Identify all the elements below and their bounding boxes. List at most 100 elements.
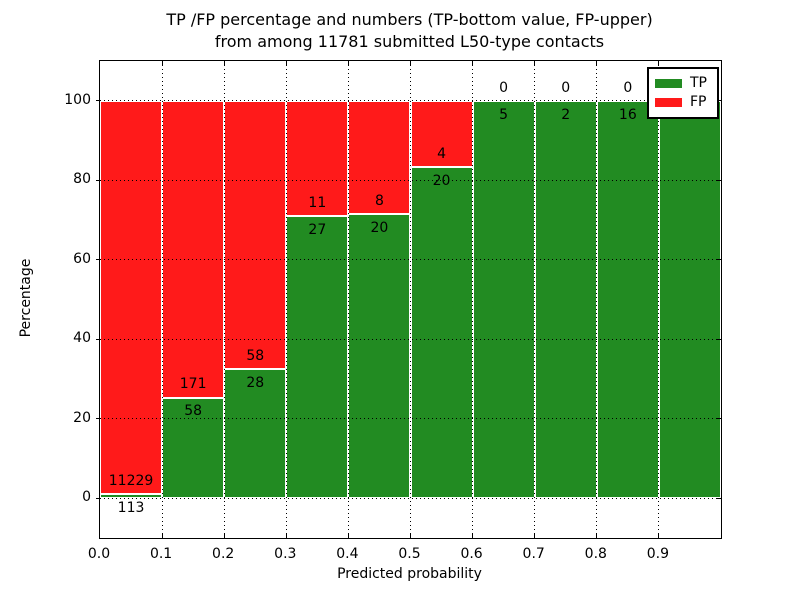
y-axis-label: Percentage bbox=[18, 258, 34, 338]
x-tick-mark bbox=[410, 61, 411, 66]
x-tick-mark bbox=[596, 61, 598, 66]
y-tick-label: 20 bbox=[73, 409, 91, 426]
x-tick-mark bbox=[161, 533, 163, 538]
x-tick-label: 0.1 bbox=[149, 546, 173, 562]
x-tick-mark bbox=[534, 61, 536, 66]
y-tick-mark bbox=[96, 418, 100, 420]
bar-fp-segment bbox=[348, 100, 411, 215]
bar-tp-segment bbox=[348, 214, 411, 499]
x-tick-label: 0.6 bbox=[460, 546, 483, 562]
fp-color-swatch bbox=[655, 98, 682, 107]
x-tick-label: 0.2 bbox=[212, 546, 235, 562]
bar-tp-segment bbox=[534, 100, 597, 499]
x-tick-label: 0.7 bbox=[522, 546, 545, 562]
bar-tp-segment bbox=[410, 167, 473, 499]
bar-fp-count-label: 0 bbox=[561, 79, 571, 96]
bar-fp-segment bbox=[286, 100, 349, 216]
bar-fp-segment bbox=[224, 100, 287, 369]
y-tick-mark bbox=[96, 497, 100, 499]
v-gridline bbox=[596, 61, 598, 538]
v-gridline bbox=[410, 61, 411, 538]
bar-tp-segment bbox=[472, 100, 535, 499]
x-tick-mark bbox=[223, 533, 225, 538]
y-tick-mark bbox=[716, 179, 721, 181]
legend-label-tp: TP bbox=[690, 75, 707, 91]
x-tick-mark bbox=[472, 533, 474, 538]
y-tick-mark bbox=[716, 338, 721, 340]
bar-tp-segment bbox=[286, 215, 349, 499]
bar-tp-count-label: 58 bbox=[184, 403, 203, 420]
legend-item-tp: TP bbox=[655, 74, 711, 93]
x-tick-label: 0.8 bbox=[584, 546, 607, 562]
x-tick-label: 0.0 bbox=[87, 546, 111, 562]
v-gridline bbox=[347, 61, 349, 538]
x-tick-label: 0.4 bbox=[336, 546, 359, 562]
y-tick-mark bbox=[96, 179, 100, 181]
x-tick-mark bbox=[285, 61, 287, 66]
v-gridline bbox=[658, 61, 660, 538]
y-tick-label: 60 bbox=[73, 250, 91, 267]
y-tick-mark bbox=[716, 497, 721, 499]
x-tick-mark bbox=[347, 61, 349, 66]
chart-title-line-1: TP /FP percentage and numbers (TP-bottom… bbox=[166, 10, 653, 29]
bar-fp-count-label: 0 bbox=[499, 79, 509, 96]
x-tick-mark bbox=[472, 61, 474, 66]
x-tick-label: 0.5 bbox=[398, 546, 421, 562]
bar-fp-count-label: 0 bbox=[623, 79, 633, 96]
tp-color-swatch bbox=[655, 79, 682, 88]
bar-fp-count-label: 4 bbox=[437, 145, 446, 162]
v-gridline bbox=[161, 61, 163, 538]
y-tick-label: 40 bbox=[73, 330, 91, 347]
y-tick-mark bbox=[96, 100, 100, 102]
bar-tp-count-label: 20 bbox=[370, 220, 389, 237]
y-tick-mark bbox=[716, 259, 721, 261]
bar-tp-segment bbox=[224, 368, 287, 499]
y-tick-label: 0 bbox=[82, 489, 91, 506]
chart-title-line-2: from among 11781 submitted L50-type cont… bbox=[214, 32, 605, 51]
bar-fp-count-label: 171 bbox=[179, 376, 207, 393]
bar-tp-count-label: 28 bbox=[246, 374, 265, 391]
bar-fp-segment bbox=[100, 100, 163, 495]
legend: TP FP bbox=[647, 67, 719, 119]
bar-tp-segment bbox=[596, 100, 659, 499]
x-tick-mark bbox=[658, 533, 660, 538]
chart-title: TP /FP percentage and numbers (TP-bottom… bbox=[99, 9, 720, 53]
x-tick-label: 0.3 bbox=[274, 546, 297, 562]
x-tick-mark bbox=[410, 533, 411, 538]
x-tick-mark bbox=[223, 61, 225, 66]
bar-fp-count-label: 58 bbox=[246, 347, 265, 364]
bar-fp-count-label: 8 bbox=[374, 193, 384, 210]
x-tick-mark bbox=[658, 61, 660, 66]
x-axis-label: Predicted probability bbox=[337, 566, 482, 582]
bar-tp-count-label: 20 bbox=[432, 172, 451, 189]
x-tick-mark bbox=[596, 533, 598, 538]
x-tick-mark bbox=[534, 533, 536, 538]
legend-item-fp: FP bbox=[655, 93, 711, 112]
x-tick-mark bbox=[285, 533, 287, 538]
bar-tp-count-label: 5 bbox=[499, 106, 509, 123]
x-tick-mark bbox=[347, 533, 349, 538]
y-tick-label: 80 bbox=[73, 171, 91, 188]
y-tick-mark bbox=[96, 259, 100, 261]
bar-tp-count-label: 16 bbox=[618, 106, 637, 123]
bar-tp-count-label: 113 bbox=[117, 500, 145, 517]
v-gridline bbox=[285, 61, 287, 538]
y-tick-mark bbox=[96, 338, 100, 340]
v-gridline bbox=[472, 61, 474, 538]
bar-tp-segment bbox=[658, 100, 721, 499]
bar-tp-segment bbox=[100, 494, 163, 499]
bar-fp-count-label: 11 bbox=[308, 194, 327, 211]
bar-fp-segment bbox=[162, 100, 225, 398]
bar-fp-segment bbox=[410, 100, 473, 167]
bar-fp-count-label: 11229 bbox=[108, 473, 154, 490]
legend-label-fp: FP bbox=[690, 94, 707, 110]
x-tick-label: 0.9 bbox=[646, 546, 670, 562]
y-tick-mark bbox=[716, 418, 721, 420]
x-tick-mark bbox=[161, 61, 163, 66]
bar-tp-count-label: 2 bbox=[561, 106, 571, 123]
v-gridline bbox=[223, 61, 225, 538]
bar-tp-count-label: 27 bbox=[308, 221, 327, 238]
y-tick-label: 100 bbox=[64, 91, 91, 108]
plot-area: 1122911317158582811278204200502016011 TP… bbox=[96, 60, 722, 539]
